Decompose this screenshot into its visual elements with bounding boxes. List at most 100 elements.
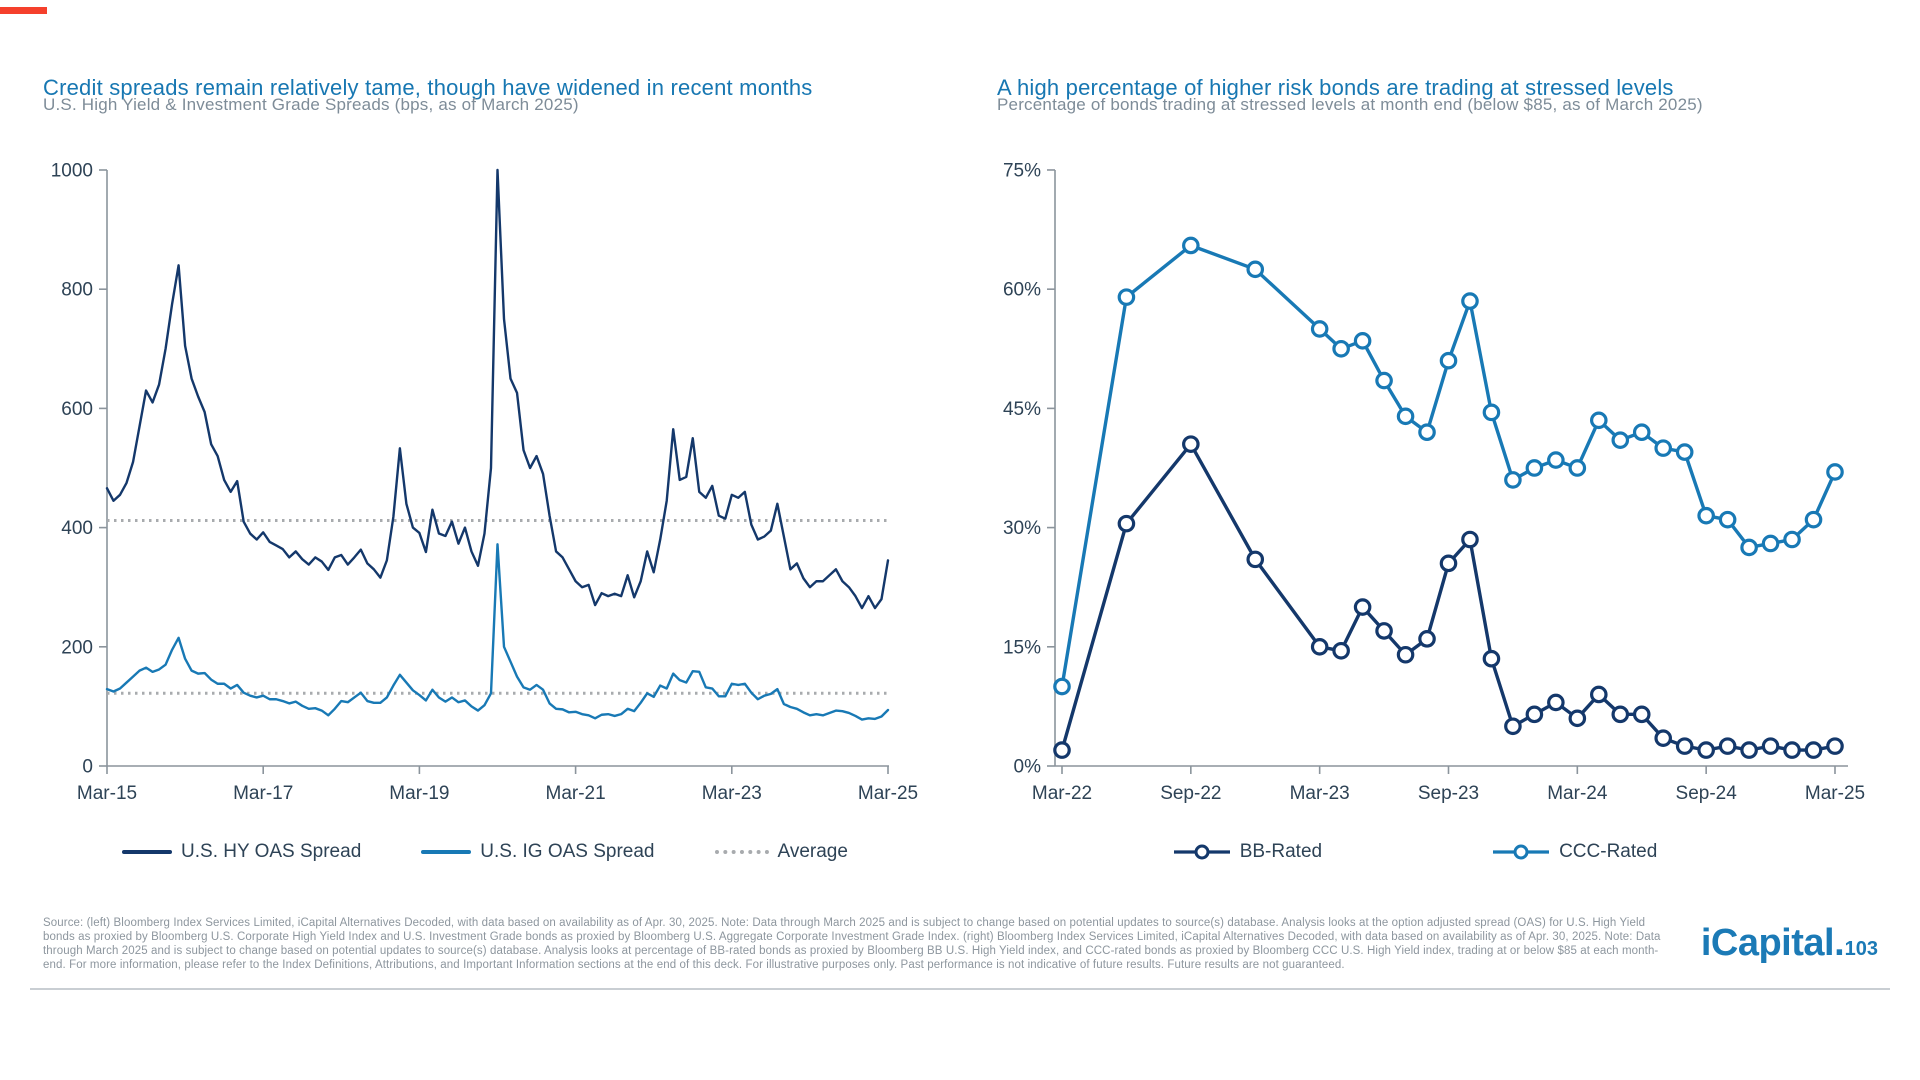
data-point-marker	[1439, 554, 1458, 573]
data-point-marker	[1654, 729, 1673, 747]
data-point-marker	[1117, 514, 1136, 533]
y-tick-label: 30%	[1003, 518, 1041, 539]
data-point-marker	[1783, 530, 1801, 549]
data-point-marker	[1182, 435, 1200, 453]
data-point-marker	[1246, 550, 1265, 569]
data-point-marker	[1418, 630, 1436, 648]
legend-item-ccc-rated: CCC-Rated	[1492, 841, 1657, 863]
y-tick-label: 400	[61, 518, 93, 539]
data-point-marker	[1547, 451, 1565, 469]
bottom-divider-rule	[30, 988, 1890, 990]
x-tick-label: Mar-21	[546, 783, 606, 804]
y-tick-label: 600	[61, 399, 93, 420]
stressed-bonds-line-chart: 0% 15% 30% 45% 60% 75% Mar-22 Sep-22 Mar-23 Sep-2…	[1003, 160, 1865, 804]
x-tick-label: Mar-25	[858, 783, 918, 804]
data-point-marker	[1504, 717, 1522, 736]
right-chart-legend: BB-Rated CCC-Rated	[950, 841, 1880, 863]
data-point-marker	[1632, 705, 1651, 724]
ccc-legend-label: CCC-Rated	[1559, 841, 1658, 862]
x-tick-label: Mar-17	[233, 783, 293, 804]
data-point-marker	[1461, 292, 1479, 310]
data-point-marker	[1439, 351, 1458, 370]
x-tick-label: Mar-22	[1032, 783, 1092, 804]
data-point-marker	[1525, 459, 1544, 477]
logo-period: .	[1834, 922, 1845, 964]
icapital-logo: iCapital. 103	[1698, 922, 1878, 965]
data-point-marker	[1718, 737, 1737, 755]
y-tick-label: 200	[61, 637, 93, 658]
x-tick-label: Sep-24	[1676, 783, 1738, 804]
data-point-marker	[1332, 641, 1350, 660]
data-point-marker	[1826, 463, 1844, 481]
data-point-marker	[1675, 443, 1694, 461]
accent-bar	[0, 7, 47, 14]
data-point-marker	[1461, 530, 1479, 549]
bb-rated-line	[1060, 442, 1837, 752]
logo-wordmark: iCapital	[1700, 922, 1835, 964]
spreads-line-chart: 0 200 400 600 800 1000 Mar-15 Mar-17 Mar-19 Mar-2…	[51, 161, 918, 805]
data-point-marker	[1053, 677, 1071, 696]
u-s-ig-oas-spread-line	[105, 543, 890, 721]
hy-line-swatch	[122, 850, 173, 854]
x-tick-label: Mar-23	[1290, 783, 1350, 804]
ig-line-swatch	[421, 850, 472, 854]
ig-legend-label: U.S. IG OAS Spread	[480, 841, 655, 862]
data-point-marker	[1568, 709, 1587, 728]
data-point-marker	[1783, 741, 1801, 759]
x-tick-label: Mar-15	[77, 783, 137, 804]
y-tick-label: 0%	[1014, 757, 1042, 778]
data-point-marker	[1525, 705, 1544, 724]
x-tick-label: Mar-24	[1547, 783, 1608, 804]
data-point-marker	[1482, 649, 1501, 668]
data-point-marker	[1761, 737, 1780, 755]
data-point-marker	[1182, 236, 1200, 255]
data-point-marker	[1396, 645, 1415, 664]
bb-legend-label: BB-Rated	[1239, 841, 1323, 862]
y-tick-label: 60%	[1003, 280, 1041, 301]
x-tick-label: Sep-22	[1160, 783, 1221, 804]
data-point-marker	[1547, 693, 1565, 712]
data-point-marker	[1740, 741, 1758, 759]
hy-legend-label: U.S. HY OAS Spread	[181, 841, 362, 862]
right-chart-subtitle: Percentage of bonds trading at stressed …	[997, 95, 1703, 114]
data-point-marker	[1353, 332, 1372, 350]
source-disclosure-text: Source: (left) Bloomberg Index Services …	[43, 917, 1661, 972]
data-point-marker	[1353, 598, 1372, 616]
data-point-marker	[1310, 637, 1329, 656]
data-point-marker	[1117, 288, 1136, 306]
data-point-marker	[1632, 423, 1651, 442]
data-point-marker	[1332, 339, 1350, 358]
y-tick-label: 800	[61, 280, 93, 301]
data-point-marker	[1053, 741, 1071, 759]
data-point-marker	[1697, 741, 1715, 759]
left-chart-legend: U.S. HY OAS Spread U.S. IG OAS Spread Av…	[30, 841, 940, 863]
data-point-marker	[1418, 423, 1436, 442]
y-tick-label: 75%	[1003, 160, 1041, 181]
legend-item-hy-oas: U.S. HY OAS Spread	[122, 841, 361, 863]
data-point-marker	[1482, 403, 1501, 422]
legend-item-average: Average	[714, 841, 848, 863]
data-point-marker	[1568, 459, 1587, 477]
data-point-marker	[1697, 506, 1715, 525]
data-point-marker	[1826, 737, 1844, 755]
data-point-marker	[1396, 407, 1415, 426]
data-point-marker	[1589, 411, 1608, 430]
legend-item-bb-rated: BB-Rated	[1173, 841, 1322, 863]
ccc-rated-line	[1060, 243, 1837, 689]
x-tick-label: Mar-19	[389, 783, 449, 804]
data-point-marker	[1675, 737, 1694, 755]
data-point-marker	[1611, 431, 1630, 449]
data-point-marker	[1804, 510, 1823, 529]
u-s-hy-oas-spread-line	[105, 168, 890, 610]
average-legend-label: Average	[777, 841, 848, 862]
y-tick-label: 15%	[1003, 637, 1041, 658]
data-point-marker	[1611, 705, 1630, 724]
y-tick-label: 45%	[1003, 399, 1041, 420]
data-point-marker	[1761, 534, 1780, 553]
data-point-marker	[1654, 439, 1673, 457]
data-point-marker	[1375, 371, 1393, 390]
x-tick-label: Mar-25	[1805, 783, 1865, 804]
y-tick-label: 0	[82, 757, 93, 778]
data-point-marker	[1375, 622, 1393, 640]
